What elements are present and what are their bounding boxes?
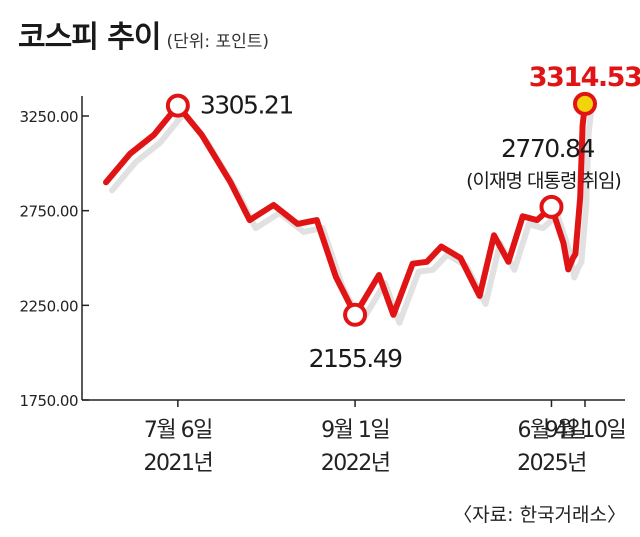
x-tick-year: 2021년 — [143, 451, 212, 476]
x-tick-date: 9월 1일 — [321, 418, 389, 443]
highlight-marker — [343, 302, 368, 327]
y-axis: 1750.00 2250.00 2750.00 3250.00 — [19, 96, 89, 410]
chart-unit: (단위: 포인트) — [166, 32, 270, 52]
latest-value-label: 3314.53 — [529, 62, 640, 93]
x-tick-date: 9월 10일 — [545, 418, 626, 443]
highlight-value-label: 2155.49 — [309, 344, 402, 373]
plot-area — [103, 100, 594, 326]
x-tick-date: 7월 6일 — [144, 418, 212, 443]
chart-title: 코스피 추이 (단위: 포인트) — [18, 12, 269, 56]
y-tick-label: 3250.00 — [19, 108, 78, 126]
highlight-marker — [539, 194, 564, 219]
series-line — [103, 100, 588, 318]
x-tick-date: 6월 4일 — [517, 418, 585, 443]
y-tick-label: 2750.00 — [19, 203, 78, 221]
y-tick-label: 1750.00 — [19, 392, 78, 410]
y-tick-label: 2250.00 — [19, 297, 78, 315]
x-axis: 7월 6일 2021년 9월 1일 2022년 6월 4일 2025년 9월 10일 — [82, 399, 627, 476]
highlight-marker — [165, 93, 190, 118]
annotation-labels: 3305.21 2155.49 2770.84 (이재명 대통령 취임) 3314.53 — [200, 62, 640, 373]
latest-marker — [573, 91, 597, 116]
highlight-markers — [165, 91, 597, 327]
highlight-note-label: (이재명 대통령 취임) — [466, 170, 621, 192]
chart-title-text: 코스피 추이 — [18, 20, 161, 55]
x-tick-year: 2022년 — [321, 451, 390, 476]
highlight-value-label: 2770.84 — [501, 134, 594, 163]
highlight-value-label: 3305.21 — [200, 91, 293, 120]
source-note: 〈자료: 한국거래소〉 — [453, 504, 626, 526]
x-tick-year: 2025년 — [517, 451, 586, 476]
